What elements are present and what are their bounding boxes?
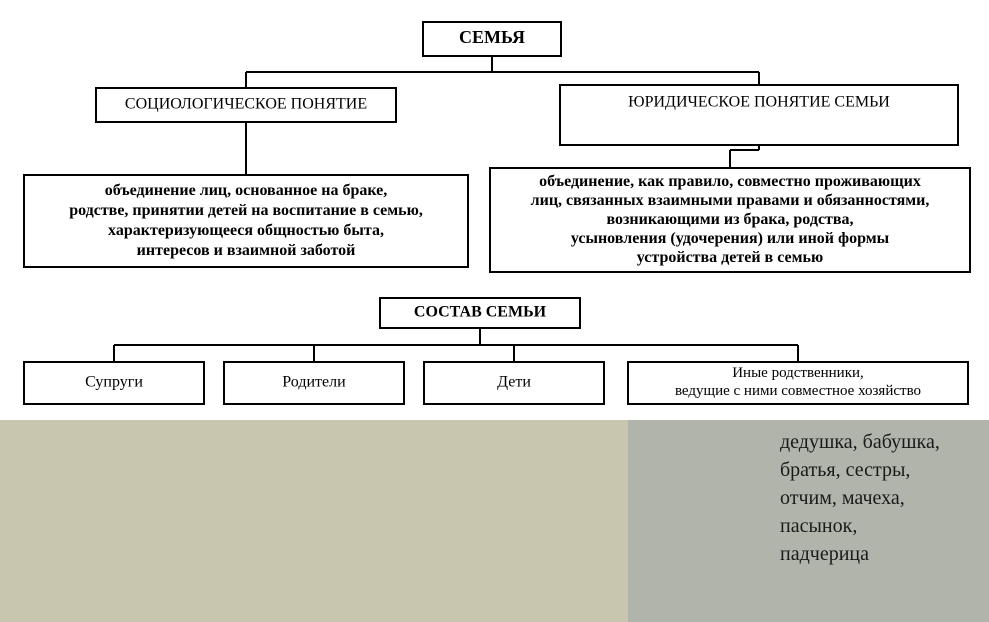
node-spouses: Супруги [24,362,204,404]
node-label: Супруги [85,374,143,391]
node-label: СОСТАВ СЕМЬИ [414,304,547,321]
node-socio: СОЦИОЛОГИЧЕСКОЕ ПОНЯТИЕ [96,88,396,122]
node-other_relatives: Иные родственники,ведущие с ними совмест… [628,362,968,404]
footer-left-panel [0,420,628,622]
node-socio_def: объединение лиц, основанное на браке,род… [24,175,468,267]
node-children: Дети [424,362,604,404]
node-label: Дети [497,374,531,391]
node-label: СОЦИОЛОГИЧЕСКОЕ ПОНЯТИЕ [125,96,367,113]
node-legal_def: объединение, как правило, совместно прож… [490,168,970,272]
node-label: Родители [282,374,346,391]
node-root: СЕМЬЯ [423,22,561,56]
node-label: ЮРИДИЧЕСКОЕ ПОНЯТИЕ СЕМЬИ [628,94,890,111]
node-parents: Родители [224,362,404,404]
node-legal: ЮРИДИЧЕСКОЕ ПОНЯТИЕ СЕМЬИ [560,85,958,145]
node-composition: СОСТАВ СЕМЬИ [380,298,580,328]
node-label: СЕМЬЯ [459,27,525,47]
